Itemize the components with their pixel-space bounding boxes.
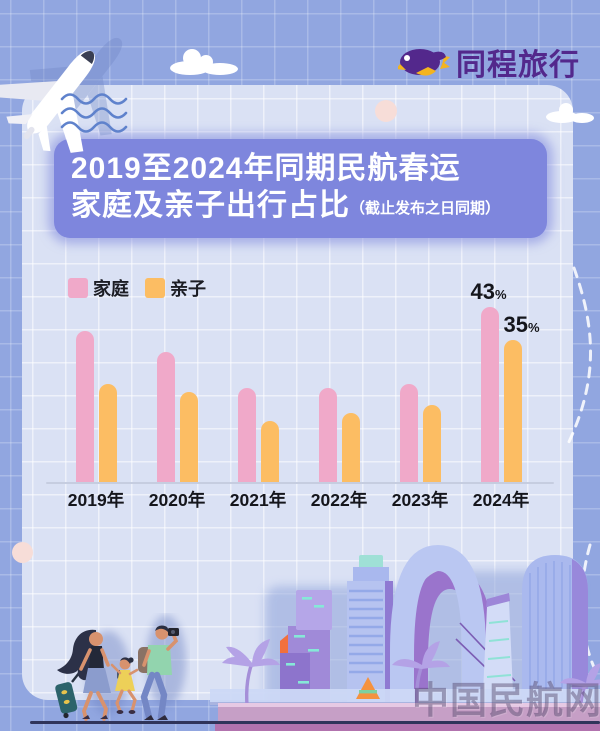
chart-bar-parent-child — [98, 384, 117, 482]
chart-bar-parent-child — [422, 405, 441, 482]
title-note: （截止发布之日同期） — [350, 200, 501, 217]
chart-bar-family — [156, 352, 175, 482]
pink-dot-decoration — [375, 100, 397, 122]
x-axis-label: 2024年 — [472, 490, 530, 510]
brand-name: 同程旅行 — [456, 49, 580, 82]
pink-dot-decoration — [12, 542, 33, 563]
x-axis-label: 2021年 — [229, 490, 287, 510]
chart-bar-parent-child — [260, 421, 279, 482]
page-title-line1: 2019至2024年同期民航春运 — [71, 152, 461, 185]
value-label: 35% — [503, 312, 540, 337]
airplane-icon — [0, 37, 123, 153]
legend-item-family: 家庭 — [68, 275, 129, 301]
chart-bar-family — [237, 388, 256, 482]
value-label: 43% — [470, 279, 507, 304]
bird-logo-icon — [398, 49, 450, 76]
family-illustration — [55, 615, 186, 721]
brand-logo: 同程旅行 — [398, 40, 580, 84]
x-axis-label: 2019年 — [67, 490, 125, 510]
ground-strip — [215, 724, 600, 731]
legend-item-parent-child: 亲子 — [145, 275, 206, 301]
legend-swatch-parent-child — [145, 278, 165, 298]
x-axis-baseline — [46, 482, 554, 484]
x-axis-label: 2022年 — [310, 490, 368, 510]
legend-swatch-family — [68, 278, 88, 298]
watermark: 中国民航网 — [412, 680, 600, 721]
wave-lines-icon — [60, 93, 128, 133]
title-banner: 2019至2024年同期民航春运 家庭及亲子出行占比（截止发布之日同期） — [54, 139, 547, 238]
chart-bar-family — [75, 331, 94, 482]
ground-line — [30, 721, 600, 724]
chart-bar-parent-child — [179, 392, 198, 482]
chart-bar-family — [399, 384, 418, 482]
chart-bar-parent-child — [503, 340, 522, 482]
x-axis-label: 2020年 — [148, 490, 206, 510]
cloud-icon — [170, 49, 238, 75]
x-axis-label: 2023年 — [391, 490, 449, 510]
chart-bar-family — [318, 388, 337, 482]
chart-legend: 家庭 亲子 — [68, 275, 222, 301]
page-title-line2: 家庭及亲子出行占比（截止发布之日同期） — [71, 189, 501, 222]
cloud-icon — [546, 103, 594, 123]
chart-bar-family — [480, 307, 499, 482]
chart-bar-parent-child — [341, 413, 360, 482]
